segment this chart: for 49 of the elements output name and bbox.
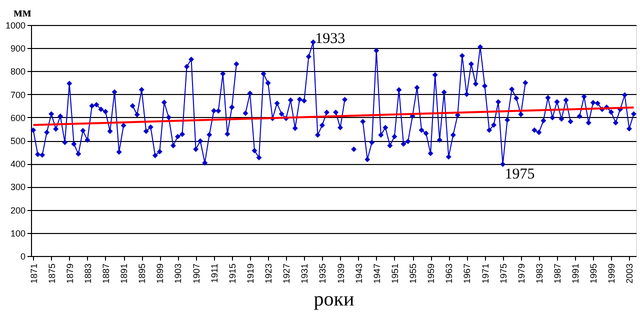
x-tick-label: 1919 <box>245 264 256 284</box>
x-tick-label: 1983 <box>534 264 544 284</box>
x-tick-label: 1899 <box>155 264 166 284</box>
y-tick-label: 300 <box>10 182 26 192</box>
x-tick-label: 1931 <box>300 264 310 284</box>
x-tick-label: 1987 <box>552 264 562 284</box>
x-tick-label: 1927 <box>282 264 292 284</box>
x-tick-label: 1971 <box>480 264 490 284</box>
y-tick-label: 500 <box>10 136 26 146</box>
y-tick-label: 100 <box>10 228 26 238</box>
x-axis-title: роки <box>314 288 355 311</box>
x-tick-label: 1915 <box>227 264 238 284</box>
y-tick-label: 900 <box>10 44 26 54</box>
x-tick-label: 1967 <box>462 264 472 284</box>
x-tick-label: 1951 <box>390 264 400 284</box>
x-tick-label: 1907 <box>191 264 202 284</box>
x-tick-label: 1879 <box>64 264 75 284</box>
y-tick-label: 400 <box>10 159 26 170</box>
x-tick-label: 1883 <box>82 264 93 284</box>
x-tick-label: 1979 <box>516 264 526 284</box>
x-tick-label: 1991 <box>570 264 581 284</box>
x-tick-label: 1995 <box>588 264 599 284</box>
x-tick-label: 1875 <box>46 264 57 284</box>
x-tick-label: 1947 <box>372 264 382 284</box>
x-tick-label: 1891 <box>119 264 130 284</box>
y-axis-title: мм <box>14 4 32 20</box>
y-tick-label: 600 <box>10 112 26 123</box>
y-tick-label: 800 <box>10 66 26 77</box>
x-tick-label: 1903 <box>173 264 184 284</box>
x-tick-label: 1963 <box>444 264 454 284</box>
y-tick-label: 0 <box>20 252 26 262</box>
x-tick-label: 1943 <box>354 264 364 284</box>
x-tick-label: 1955 <box>408 264 418 284</box>
x-tick-label: 1911 <box>209 264 220 283</box>
x-tick-label: 2003 <box>624 264 635 284</box>
x-tick-label: 1935 <box>318 264 328 284</box>
annotation: 1933 <box>315 31 346 48</box>
x-tick-label: 1999 <box>606 264 617 284</box>
y-tick-label: 200 <box>10 205 26 216</box>
x-tick-label: 1959 <box>426 264 436 284</box>
x-tick-label: 1895 <box>137 264 148 284</box>
x-tick-label: 1871 <box>28 264 39 284</box>
x-tick-label: 1887 <box>100 264 111 284</box>
y-tick-label: 700 <box>10 90 26 100</box>
x-tick-label: 1975 <box>498 264 508 284</box>
y-tick-label: 1000 <box>5 20 26 30</box>
x-tick-label: 1923 <box>264 264 274 284</box>
annotation: 1975 <box>504 166 535 182</box>
x-tick-label: 1939 <box>336 264 346 284</box>
